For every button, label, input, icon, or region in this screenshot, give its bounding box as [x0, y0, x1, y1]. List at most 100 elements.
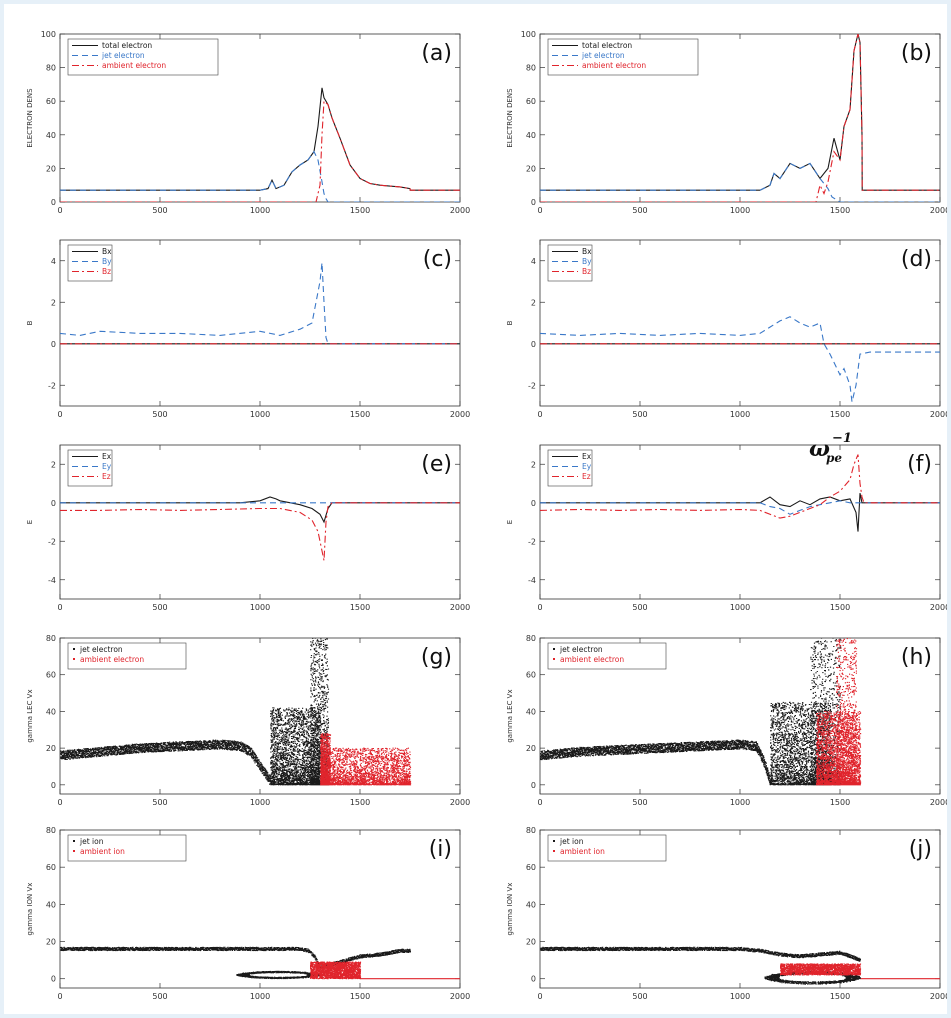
y-tick-label: 80 [46, 634, 56, 643]
scatter-points-ambient-ion [310, 961, 362, 980]
omega-annotation: ωpe −1 [809, 431, 852, 465]
legend-swatch [553, 850, 555, 852]
plot-frame [539, 444, 941, 600]
chart-panel-g: 0 500 1000 1500 2000 0 20 40 60 80 gamma LEC Vx jet… [26, 634, 470, 807]
y-tick-label: -2 [48, 537, 56, 546]
y-tick-label: 0 [51, 198, 56, 207]
legend-label: By [102, 257, 112, 266]
y-tick-label: 0 [51, 340, 56, 349]
y-tick-label: 60 [526, 97, 536, 106]
y-tick-label: 60 [526, 671, 536, 680]
series-line-jet-electron [60, 150, 460, 202]
x-tick-label: 1000 [730, 410, 750, 419]
series-line-ambient-electron [60, 100, 460, 202]
plot-data [60, 638, 412, 786]
legend-label: ambient electron [582, 61, 646, 70]
plot-frame [59, 239, 461, 407]
series-line-ez [60, 502, 460, 561]
legend-label: Ex [582, 452, 592, 461]
x-tick-label: 2000 [450, 603, 470, 612]
x-tick-label: 2000 [450, 410, 470, 419]
legend-label: Bz [102, 267, 111, 276]
scatter-points-ambient-electron [320, 732, 412, 786]
y-tick-label: 0 [51, 975, 56, 984]
legend-label: ambient electron [102, 61, 166, 70]
y-tick-label: 80 [526, 826, 536, 835]
plot-frame [59, 444, 461, 600]
panel-label: (h) [901, 645, 932, 670]
series-line-jet-electron [540, 162, 940, 202]
x-tick-label: 2000 [930, 603, 947, 612]
legend-label: Bz [582, 267, 591, 276]
series-line-by [540, 316, 940, 403]
legend-label: jet electron [559, 645, 603, 654]
x-tick-label: 500 [632, 206, 647, 215]
x-tick-label: 2000 [930, 410, 947, 419]
series-line-ey [540, 500, 940, 515]
panel-label: (g) [421, 645, 452, 670]
y-axis-label: gamma LEC Vx [26, 689, 34, 742]
scatter-points-ambient-electron [816, 638, 862, 786]
panel-label: (e) [421, 452, 452, 477]
x-tick-label: 500 [632, 798, 647, 807]
y-tick-label: 4 [531, 257, 536, 266]
plot-data [540, 946, 940, 985]
chart-panel-h: 0 500 1000 1500 2000 0 20 40 60 80 gamma LEC Vx jet… [506, 634, 947, 807]
plot-frame [539, 33, 941, 203]
x-tick-label: 1000 [250, 798, 270, 807]
chart-panel-j: 0 500 1000 1500 2000 0 20 40 60 80 gamma ION Vx jet… [506, 826, 947, 1001]
y-axis-label: B [26, 320, 34, 325]
legend-label: jet electron [101, 51, 145, 60]
y-tick-label: -2 [528, 537, 536, 546]
legend-swatch [553, 648, 555, 650]
series-line-ez [540, 454, 940, 519]
legend-label: jet ion [79, 837, 104, 846]
x-tick-label: 0 [57, 798, 62, 807]
y-tick-label: 60 [46, 97, 56, 106]
legend-label: By [582, 257, 592, 266]
legend-swatch [553, 658, 555, 660]
x-tick-label: 1000 [250, 410, 270, 419]
plot-data [60, 262, 460, 345]
x-tick-label: 1500 [830, 603, 850, 612]
x-tick-label: 500 [152, 206, 167, 215]
y-tick-label: 0 [531, 340, 536, 349]
y-tick-label: 0 [51, 781, 56, 790]
legend-label: jet electron [581, 51, 625, 60]
y-tick-label: 100 [521, 30, 536, 39]
x-tick-label: 2000 [450, 206, 470, 215]
y-tick-label: 0 [51, 499, 56, 508]
x-tick-label: 1500 [350, 603, 370, 612]
y-axis-label: E [26, 520, 34, 524]
y-tick-label: -2 [528, 381, 536, 390]
x-tick-label: 500 [152, 603, 167, 612]
y-axis-label: ELECTRON DENS [26, 88, 34, 148]
legend-label: jet electron [79, 645, 123, 654]
x-tick-label: 0 [537, 410, 542, 419]
panel-label: (i) [429, 837, 452, 862]
y-tick-label: 80 [526, 64, 536, 73]
y-axis-label: B [506, 320, 514, 325]
x-tick-label: 1000 [730, 992, 750, 1001]
panel-label: (d) [901, 247, 932, 272]
omega-superscript: −1 [832, 431, 852, 446]
x-tick-label: 0 [537, 798, 542, 807]
y-tick-label: -4 [528, 576, 536, 585]
legend-label: jet ion [559, 837, 584, 846]
legend-label: total electron [102, 41, 152, 50]
legend-box [547, 642, 667, 670]
y-tick-label: 2 [51, 460, 56, 469]
plot-data [60, 496, 460, 561]
legend-label: ambient ion [560, 847, 605, 856]
plot-data [540, 34, 940, 202]
plot-data [540, 638, 862, 786]
y-tick-label: 0 [531, 499, 536, 508]
legend-label: Ex [102, 452, 112, 461]
